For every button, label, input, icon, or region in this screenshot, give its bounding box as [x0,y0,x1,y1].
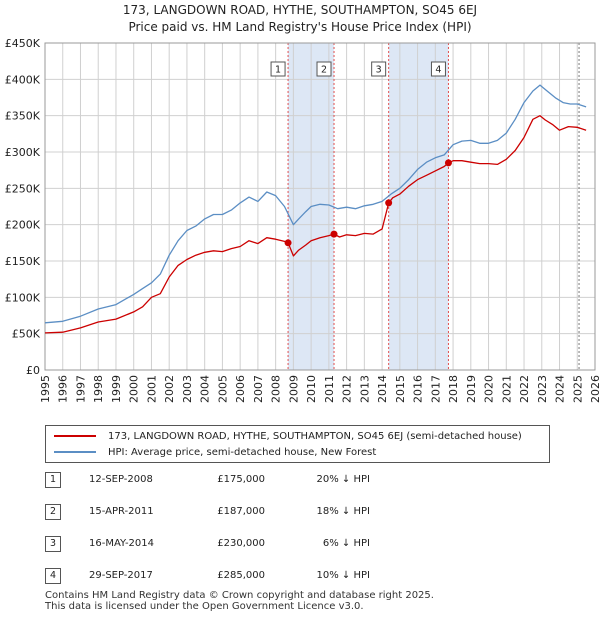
x-tick-label: 2017 [429,375,442,403]
x-tick-label: 2012 [341,375,354,403]
x-tick-label: 2019 [465,375,478,403]
chart-title-line2: Price paid vs. HM Land Registry's House … [128,20,472,34]
series-line-price-paid [44,115,587,334]
sale-date: 12-SEP-2008 [89,474,153,485]
sale-hpi-diff: 10% ↓ HPI [316,570,370,581]
sale-number-box [316,61,332,77]
y-tick-label: £350K [5,110,41,123]
sale-number-box [430,61,446,77]
x-tick-label: 2021 [500,375,513,403]
sale-number-label: 4 [435,65,441,76]
sale-point-marker [330,230,338,238]
legend-swatch-hpi [54,451,96,453]
x-tick-label: 2020 [483,375,496,403]
x-tick-label: 2000 [128,375,141,403]
sale-row: 3 16-MAY-2014 £230,000 6% ↓ HPI [45,536,585,554]
sale-number-label: 3 [376,65,382,76]
sale-price: £175,000 [217,474,265,485]
sale-number-badge: 1 [45,472,61,488]
sale-row: 2 15-APR-2011 £187,000 18% ↓ HPI [45,504,585,522]
y-tick-label: £250K [5,182,41,195]
x-tick-label: 2004 [199,375,212,403]
sale-price: £187,000 [217,506,265,517]
sale-point-marker [444,159,452,167]
legend: 173, LANGDOWN ROAD, HYTHE, SOUTHAMPTON, … [45,425,550,463]
y-tick-label: £200K [5,219,41,232]
x-tick-label: 1999 [110,375,123,403]
y-tick-label: £450K [5,37,41,50]
footer-licence: This data is licensed under the Open Gov… [45,601,364,612]
sale-point-marker [385,199,393,207]
x-tick-label: 1996 [57,375,70,403]
x-tick-label: 2026 [589,375,600,403]
y-tick-label: £300K [5,146,41,159]
x-tick-label: 2003 [181,375,194,403]
legend-item-hpi: HPI: Average price, semi-detached house,… [54,444,376,460]
sale-hpi-diff: 18% ↓ HPI [316,506,370,517]
sale-number-badge: 2 [45,504,61,520]
x-tick-label: 2024 [554,375,567,403]
y-tick-label: £150K [5,255,41,268]
sale-number-label: 1 [275,65,281,76]
x-tick-label: 2023 [536,375,549,403]
sale-number-label: 2 [321,65,327,76]
legend-label-price: 173, LANGDOWN ROAD, HYTHE, SOUTHAMPTON, … [108,430,522,442]
x-tick-label: 2001 [145,375,158,403]
series-line-hpi [44,84,587,324]
x-tick-label: 2006 [234,375,247,403]
y-tick-label: £100K [5,291,41,304]
x-tick-label: 2018 [447,375,460,403]
x-tick-label: 2008 [270,375,283,403]
footer-copyright: Contains HM Land Registry data © Crown c… [45,590,434,601]
legend-swatch-price [54,435,96,437]
x-tick-label: 2007 [252,375,265,403]
sale-number-badge: 4 [45,568,61,584]
x-tick-label: 1998 [92,375,105,403]
x-tick-label: 1997 [74,375,87,403]
x-tick-label: 2009 [287,375,300,403]
chart-title-line1: 173, LANGDOWN ROAD, HYTHE, SOUTHAMPTON, … [122,3,478,17]
price-chart: 1 2 3 4 £0 £50K £100K £150K £200K £250K £300K £350K… [5,37,600,403]
y-tick-label: £400K [5,73,41,86]
x-tick-label: 2022 [518,375,531,403]
sale-point-marker [284,239,292,247]
x-tick-label: 2014 [376,375,389,403]
sale-number-box [270,61,286,77]
sale-row: 4 29-SEP-2017 £285,000 10% ↓ HPI [45,568,585,586]
x-tick-label: 2015 [394,375,407,403]
y-tick-label: £0 [26,364,40,377]
x-tick-label: 2005 [216,375,229,403]
sale-date: 16-MAY-2014 [89,538,155,549]
sale-hpi-diff: 6% ↓ HPI [322,538,370,549]
sale-date: 29-SEP-2017 [89,570,153,581]
x-tick-label: 2025 [571,375,584,403]
legend-item-price: 173, LANGDOWN ROAD, HYTHE, SOUTHAMPTON, … [54,428,522,444]
sale-price: £285,000 [217,570,265,581]
x-tick-label: 1995 [39,375,52,403]
footer: Contains HM Land Registry data © Crown c… [45,590,434,612]
sale-row: 1 12-SEP-2008 £175,000 20% ↓ HPI [45,472,585,490]
x-tick-label: 2002 [163,375,176,403]
sale-price: £230,000 [217,538,265,549]
sale-number-badge: 3 [45,536,61,552]
sale-number-box [371,61,387,77]
x-tick-label: 2011 [323,375,336,403]
shaded-span [388,43,449,370]
x-tick-label: 2010 [305,375,318,403]
legend-label-hpi: HPI: Average price, semi-detached house,… [108,446,377,458]
x-tick-label: 2013 [358,375,371,403]
y-tick-label: £50K [12,328,41,341]
plot-frame [44,42,596,371]
sale-date: 15-APR-2011 [89,506,154,517]
x-tick-label: 2016 [412,375,425,403]
sale-hpi-diff: 20% ↓ HPI [316,474,370,485]
